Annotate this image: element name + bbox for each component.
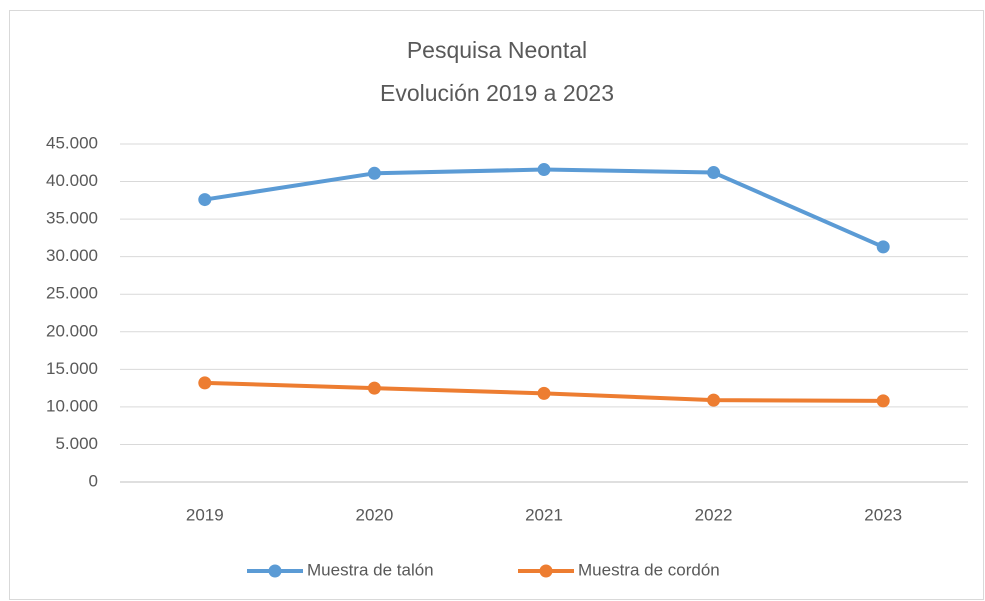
data-point (876, 240, 890, 254)
x-tick-label: 2023 (864, 505, 902, 524)
y-tick-label: 40.000 (46, 171, 98, 190)
data-point (876, 394, 890, 408)
data-point (707, 166, 721, 180)
x-tick-label: 2022 (695, 505, 733, 524)
x-tick-label: 2020 (355, 505, 393, 524)
data-point (707, 393, 721, 407)
y-tick-label: 30.000 (46, 246, 98, 265)
y-tick-label: 25.000 (46, 284, 98, 303)
legend-label: Muestra de talón (307, 560, 434, 579)
y-tick-label: 0 (89, 471, 98, 490)
chart-border (9, 10, 984, 600)
y-tick-label: 5.000 (55, 434, 98, 453)
legend-label: Muestra de cordón (578, 560, 720, 579)
y-tick-label: 10.000 (46, 396, 98, 415)
legend-marker (539, 564, 553, 578)
data-point (537, 386, 551, 400)
data-point (537, 163, 551, 177)
y-tick-label: 20.000 (46, 321, 98, 340)
y-tick-label: 35.000 (46, 209, 98, 228)
data-point (198, 193, 212, 207)
data-point (198, 376, 212, 390)
legend-marker (268, 564, 282, 578)
y-tick-label: 15.000 (46, 359, 98, 378)
x-tick-label: 2019 (186, 505, 224, 524)
x-tick-label: 2021 (525, 505, 563, 524)
chart-title: Pesquisa Neontal (407, 37, 587, 63)
data-point (367, 381, 381, 395)
y-tick-label: 45.000 (46, 133, 98, 152)
chart-subtitle: Evolución 2019 a 2023 (380, 80, 614, 106)
data-point (367, 166, 381, 180)
